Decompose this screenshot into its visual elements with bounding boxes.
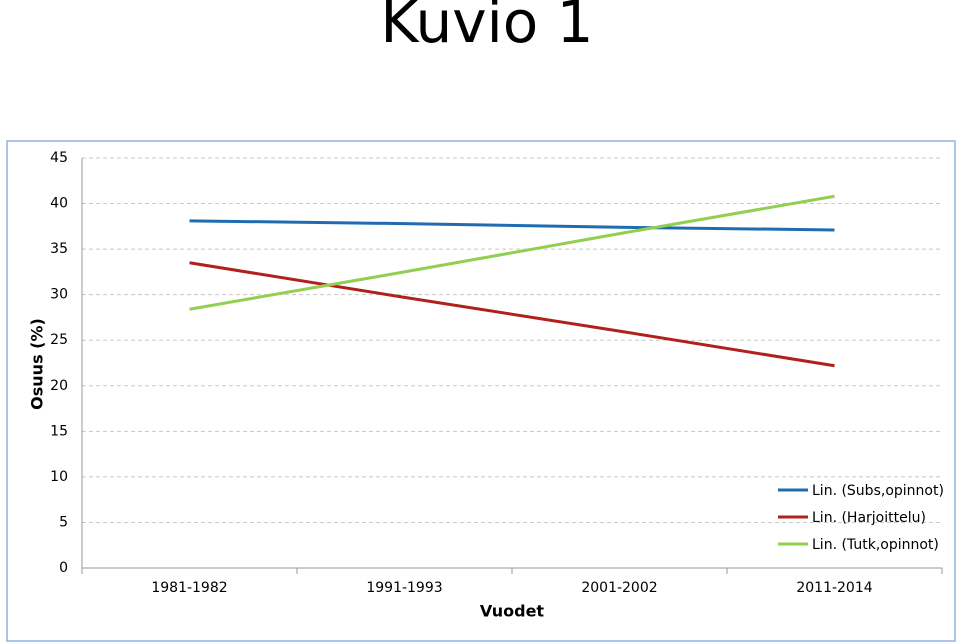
y-tick-label: 20	[50, 378, 68, 394]
legend-label: Lin. (Subs,opinnot)	[812, 483, 944, 499]
legend-label: Lin. (Tutk,opinnot)	[812, 537, 939, 553]
x-tick-label: 1991-1993	[366, 580, 442, 596]
x-tick-label: 2011-2014	[796, 580, 872, 596]
y-tick-label: 0	[59, 560, 68, 576]
legend-label: Lin. (Harjoittelu)	[812, 510, 926, 526]
x-tick-label: 1981-1982	[151, 580, 227, 596]
y-tick-label: 10	[50, 469, 68, 485]
series-line	[189, 219, 835, 232]
y-tick-label: 35	[50, 241, 68, 257]
y-tick-label: 40	[50, 196, 68, 212]
chart-frame	[6, 140, 956, 642]
series-line	[189, 261, 835, 368]
y-tick-label: 15	[50, 423, 68, 439]
series-line	[189, 194, 835, 311]
page-title: Kuvio 1	[380, 0, 593, 56]
x-tick-label: 2001-2002	[581, 580, 657, 596]
x-axis-label: Vuodet	[480, 602, 545, 621]
y-tick-label: 25	[50, 332, 68, 348]
y-tick-label: 30	[50, 287, 68, 303]
y-tick-label: 45	[50, 150, 68, 166]
y-axis-label: Osuus (%)	[28, 318, 47, 410]
y-tick-label: 5	[59, 514, 68, 530]
